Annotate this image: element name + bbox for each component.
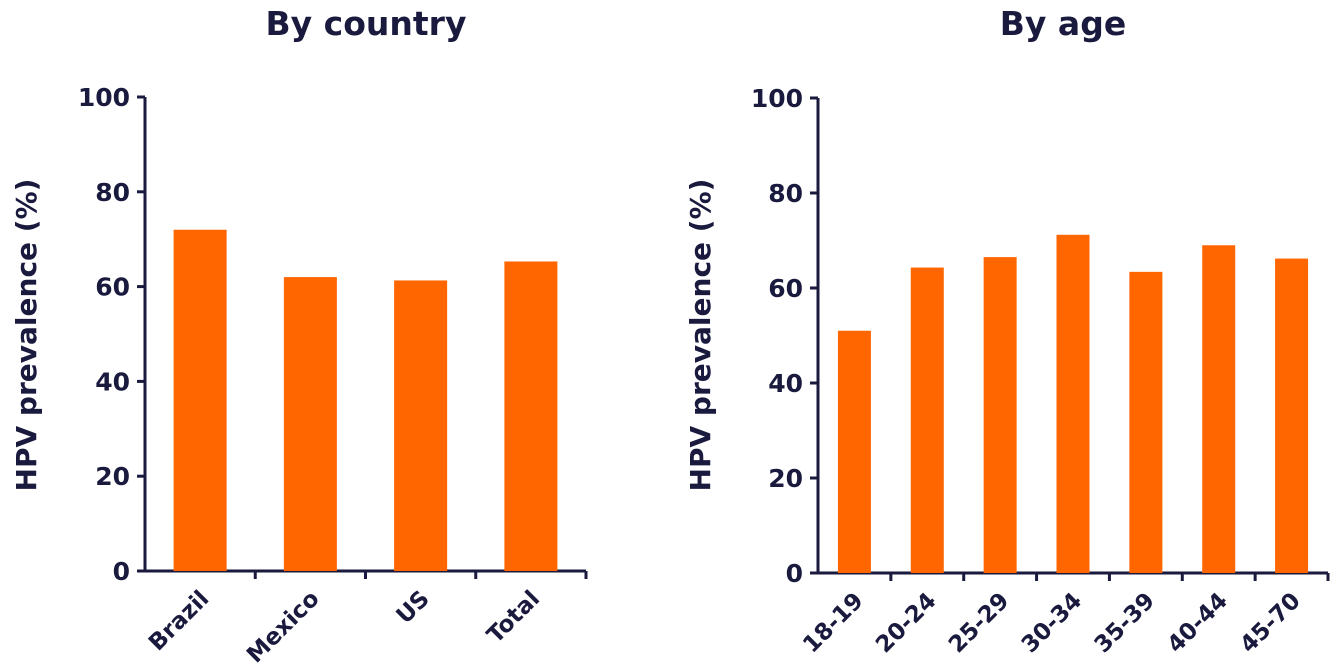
bar bbox=[1202, 245, 1236, 573]
bar bbox=[283, 277, 337, 571]
x-tick-label: 35-39 bbox=[1090, 588, 1160, 658]
y-tick-label: 40 bbox=[95, 367, 130, 396]
x-tick-label: Mexico bbox=[242, 586, 324, 668]
bar bbox=[394, 280, 448, 571]
y-tick-label: 20 bbox=[95, 462, 130, 491]
y-tick-label: 20 bbox=[768, 464, 803, 493]
y-tick-label: 100 bbox=[751, 84, 803, 113]
bar bbox=[983, 257, 1017, 573]
bar bbox=[504, 261, 558, 571]
bar bbox=[837, 330, 871, 573]
x-tick-label: 45-70 bbox=[1235, 588, 1305, 658]
y-tick-label: 80 bbox=[768, 179, 803, 208]
y-tick-label: 80 bbox=[95, 178, 130, 207]
y-tick-label: 100 bbox=[78, 83, 130, 112]
x-tick-label: 25-29 bbox=[944, 588, 1014, 658]
y-axis-label: HPV prevalence (%) bbox=[10, 179, 43, 492]
y-tick-label: 0 bbox=[786, 559, 803, 588]
chart-1: 0 20 40 60 80 100 HPV prevalence (%) 18-19 20-24… bbox=[684, 84, 1330, 658]
x-tick-label: 40-44 bbox=[1163, 588, 1233, 658]
bar bbox=[173, 229, 227, 571]
y-tick-label: 40 bbox=[768, 369, 803, 398]
chart-title-country: By country bbox=[265, 4, 467, 43]
y-tick-label: 60 bbox=[95, 273, 130, 302]
bar bbox=[1275, 258, 1309, 573]
x-tick-label: Total bbox=[482, 586, 545, 649]
x-tick-label: US bbox=[392, 586, 435, 629]
x-tick-label: 18-19 bbox=[798, 588, 868, 658]
bar bbox=[1056, 234, 1090, 574]
y-tick-label: 60 bbox=[768, 274, 803, 303]
bar bbox=[1129, 271, 1163, 573]
x-tick-label: 30-34 bbox=[1017, 588, 1087, 658]
chart-0: 0 20 40 60 80 100 HPV prevalence (%) Brazil Mexi… bbox=[10, 83, 588, 668]
bar bbox=[910, 267, 944, 573]
x-tick-label: 20-24 bbox=[871, 588, 941, 658]
y-axis-label: HPV prevalence (%) bbox=[684, 179, 717, 492]
y-tick-label: 0 bbox=[113, 557, 130, 586]
x-tick-label: Brazil bbox=[144, 586, 214, 656]
chart-title-age: By age bbox=[999, 4, 1127, 43]
